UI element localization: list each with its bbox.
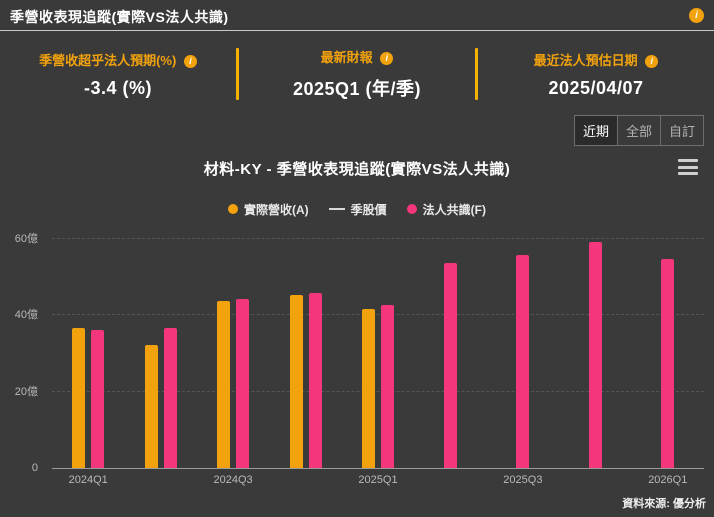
x-tick-label: 2025Q3 xyxy=(503,474,543,486)
legend-item-actual[interactable]: 實際營收(A) xyxy=(227,201,309,218)
legend-marker-consensus-dot xyxy=(406,204,417,214)
chart-title-row: 材料-KY - 季營收表現追蹤(實際VS法人共識) xyxy=(0,158,714,178)
x-tick-label: 2024Q3 xyxy=(213,474,253,486)
gridline xyxy=(52,314,704,316)
page-title: 季營收表現追蹤(實際VS法人共識) xyxy=(10,9,229,25)
bar-consensus-2025Q1[interactable] xyxy=(381,304,394,468)
stat-value: 2025/04/07 xyxy=(548,77,644,98)
info-icon[interactable]: i xyxy=(380,52,394,66)
info-icon[interactable]: i xyxy=(689,8,704,23)
stat-value: 2025Q1 (年/季) xyxy=(292,79,422,99)
bar-actual-2024Q1[interactable] xyxy=(72,327,86,468)
data-source: 資料來源: 優分析 xyxy=(622,498,706,510)
gridline xyxy=(52,237,704,239)
stat-value: -3.4 (%) xyxy=(83,77,152,98)
x-tick-label: 2026Q1 xyxy=(648,474,688,486)
legend-label: 實際營收(A) xyxy=(243,202,309,217)
vertical-divider xyxy=(475,48,478,100)
stat-label: 最新財報 i xyxy=(239,47,475,66)
info-icon[interactable]: i xyxy=(183,54,197,68)
legend: 實際營收(A) 季股價 法人共識(F) xyxy=(0,201,714,218)
bar-consensus-2025Q4[interactable] xyxy=(588,241,602,468)
stat-estimate-date: 最近法人預估日期 i 2025/04/07 xyxy=(478,50,714,99)
bar-consensus-2025Q3[interactable] xyxy=(516,254,530,468)
y-tick-label: 40億 xyxy=(14,309,38,322)
legend-label: 季股價 xyxy=(350,202,387,217)
bar-actual-2024Q2[interactable] xyxy=(144,345,158,468)
stat-revenue-surprise: 季營收超乎法人預期(%) i -3.4 (%) xyxy=(0,50,236,99)
legend-marker-line xyxy=(328,208,345,210)
y-tick-label: 0 xyxy=(31,462,38,474)
y-axis-labels: 0 20億 40億 60億 xyxy=(0,230,46,474)
bar-actual-2024Q4[interactable] xyxy=(289,295,303,468)
gridline xyxy=(52,391,704,393)
x-tick-label: 2025Q1 xyxy=(358,474,398,486)
bar-actual-2024Q3[interactable] xyxy=(217,301,231,468)
x-tick-label: 2024Q1 xyxy=(68,474,108,486)
y-tick-label: 20億 xyxy=(14,386,38,399)
legend-marker-actual-dot xyxy=(227,204,238,214)
legend-item-consensus[interactable]: 法人共識(F) xyxy=(406,201,486,218)
stat-label: 最近法人預估日期 i xyxy=(478,50,714,69)
legend-label: 法人共識(F) xyxy=(422,202,486,217)
stat-label-text: 最新財報 xyxy=(320,50,373,65)
header: 季營收表現追蹤(實際VS法人共識) i xyxy=(0,0,714,31)
legend-item-price[interactable]: 季股價 xyxy=(328,201,387,218)
stat-latest-report: 最新財報 i 2025Q1 (年/季) xyxy=(239,47,475,101)
x-axis-labels: 2024Q1 2024Q3 2025Q1 2025Q3 2026Q1 xyxy=(52,474,704,490)
range-button-recent[interactable]: 近期 xyxy=(573,115,618,146)
stats-row: 季營收超乎法人預期(%) i -3.4 (%) 最新財報 i 2025Q1 (年… xyxy=(0,31,714,107)
hamburger-menu-icon[interactable] xyxy=(678,159,698,175)
stat-label-text: 最近法人預估日期 xyxy=(533,52,638,68)
bar-consensus-2024Q2[interactable] xyxy=(163,327,177,468)
chart-area: 0 20億 40億 60億 2024Q1 2024Q3 2025Q1 2025Q3 2026Q… xyxy=(0,230,714,500)
bar-consensus-2024Q4[interactable] xyxy=(308,293,322,468)
bar-consensus-2024Q3[interactable] xyxy=(236,299,250,468)
info-icon[interactable]: i xyxy=(645,54,659,68)
stat-label-text: 季營收超乎法人預期(%) xyxy=(39,52,177,68)
range-toggle-group: 近期 全部 自訂 xyxy=(0,115,714,146)
bar-actual-2025Q1[interactable] xyxy=(362,308,375,468)
y-tick-label: 60億 xyxy=(14,232,38,245)
stat-label: 季營收超乎法人預期(%) i xyxy=(0,50,236,69)
bar-consensus-2024Q1[interactable] xyxy=(91,329,105,468)
range-button-all[interactable]: 全部 xyxy=(616,115,661,146)
vertical-divider xyxy=(236,48,239,100)
range-button-custom[interactable]: 自訂 xyxy=(659,115,704,146)
bar-consensus-2025Q2[interactable] xyxy=(443,262,457,468)
chart-title: 材料-KY - 季營收表現追蹤(實際VS法人共識) xyxy=(203,161,511,178)
plot-area xyxy=(52,230,704,469)
bar-consensus-2026Q1[interactable] xyxy=(661,258,675,468)
